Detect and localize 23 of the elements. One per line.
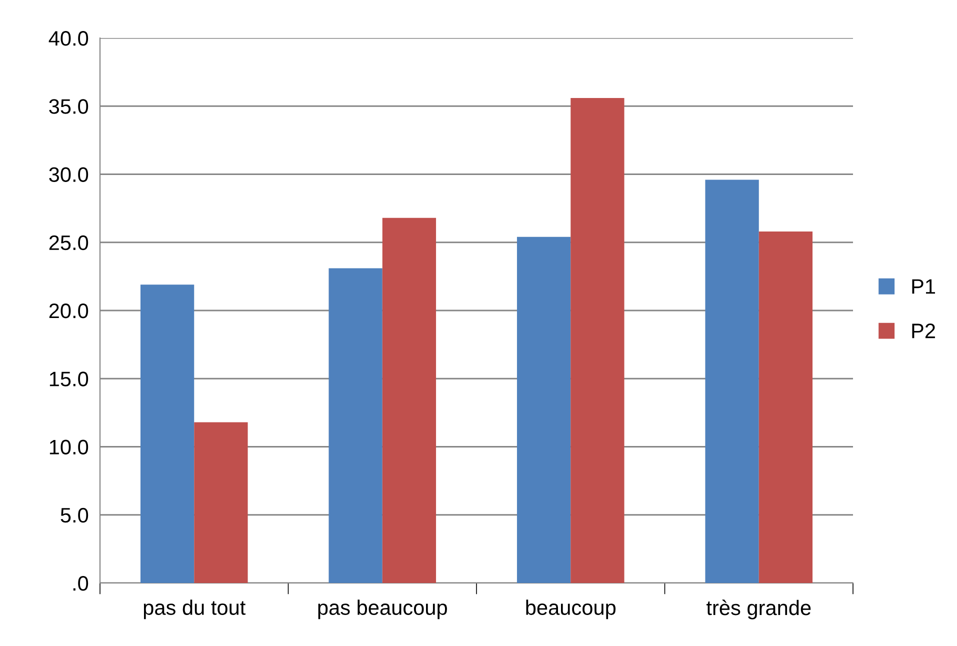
y-tick-label: 40.0 <box>48 31 88 46</box>
bar <box>194 422 248 583</box>
y-tick-label: 30.0 <box>49 167 88 182</box>
bar <box>140 284 194 583</box>
y-tick-label: 10.0 <box>50 440 88 455</box>
bar <box>705 180 759 583</box>
y-tick-label: .0 <box>73 576 88 591</box>
bar <box>570 98 624 583</box>
y-tick-label: 20.0 <box>49 304 88 318</box>
x-tick-label: beaucoup <box>526 600 616 620</box>
legend-label: P2 <box>912 324 935 338</box>
x-tick-label: pas beaucoup <box>318 600 447 620</box>
legend-label: P1 <box>912 279 935 294</box>
y-tick-label: 35.0 <box>49 99 88 114</box>
x-tick-label: très grande <box>706 600 811 620</box>
bar <box>516 236 571 583</box>
y-tick-label: 25.0 <box>49 235 88 250</box>
x-tick-label: pas du tout <box>144 600 246 620</box>
y-tick-label: 15.0 <box>50 372 88 386</box>
bar <box>382 218 436 583</box>
y-tick-label: 5.0 <box>60 508 88 523</box>
bar <box>758 231 813 583</box>
bar <box>328 268 382 583</box>
